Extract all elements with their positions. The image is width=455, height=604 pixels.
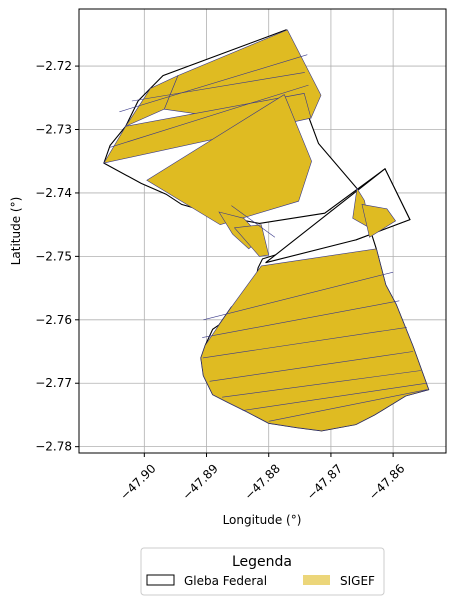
sigef-division-line-2 [110,84,309,148]
sigef-division-line-5 [202,300,400,338]
x-axis-ticks: −47.90 −47.89 −47.88 −47.87 −47.86 [117,453,407,503]
y-tick-label-2: −2.74 [35,186,72,200]
legend-label-sigef: SIGEF [340,574,375,588]
y-tick-label-6: −2.78 [35,440,72,454]
sigef-division-line-7 [209,351,414,382]
legend-swatch-gleba-federal [146,574,175,586]
sigef-parcel-east-parcel-b [361,204,397,238]
y-tick-label-5: −2.77 [35,376,72,390]
y-tick-label-1: −2.73 [35,123,72,137]
x-axis-title: Longitude (°) [223,513,302,527]
sigef-division-line-10 [268,389,428,422]
legend: Legenda Gleba Federal SIGEF [140,547,385,596]
sigef-division-line-4 [203,271,394,321]
sigef-division-line-6 [202,327,407,359]
sigef-parcel-north-block-4 [146,94,312,226]
sigef-parcel-south-block [200,248,429,432]
sigef-division-line-0 [119,54,308,113]
sigef-parcel-mid-parcel-b [233,224,270,257]
y-tick-label-0: −2.72 [35,59,72,73]
y-axis-ticks: −2.72 −2.73 −2.74 −2.75 −2.76 −2.77 −2.78 [35,59,79,454]
x-tick-label-2: −47.88 [242,461,283,502]
sigef-division-line-3 [231,205,276,238]
sigef-layer [103,29,429,432]
legend-label-gleba-federal: Gleba Federal [184,574,267,588]
sigef-division-line-9 [242,382,427,411]
sigef-parcel-north-strip-2 [124,75,179,127]
plot-frame [78,8,447,454]
y-tick-label-3: −2.75 [35,249,72,263]
x-tick-label-3: −47.87 [304,461,345,502]
legend-swatch-sigef [303,575,330,585]
x-tick-label-1: −47.89 [180,461,221,502]
sigef-internal-lines [110,54,428,422]
sigef-division-line-8 [222,370,422,398]
x-tick-label-4: −47.86 [366,461,407,502]
gleba-federal-polygon-1 [265,167,411,264]
x-tick-label-0: −47.90 [117,461,158,502]
legend-title: Legenda [232,554,292,570]
y-axis-title: Latitude (°) [9,197,23,266]
y-tick-label-4: −2.76 [35,313,72,327]
sigef-division-line-1 [131,72,305,102]
